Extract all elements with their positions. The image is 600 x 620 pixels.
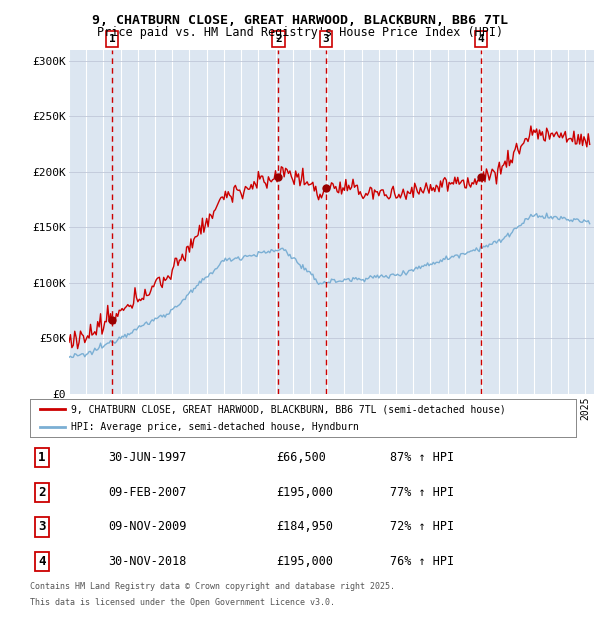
Text: HPI: Average price, semi-detached house, Hyndburn: HPI: Average price, semi-detached house,… — [71, 422, 359, 433]
Text: 2: 2 — [38, 486, 46, 498]
Text: £66,500: £66,500 — [276, 451, 326, 464]
Text: 77% ↑ HPI: 77% ↑ HPI — [390, 486, 454, 498]
Text: This data is licensed under the Open Government Licence v3.0.: This data is licensed under the Open Gov… — [30, 598, 335, 607]
Text: 3: 3 — [322, 34, 329, 44]
Text: Price paid vs. HM Land Registry's House Price Index (HPI): Price paid vs. HM Land Registry's House … — [97, 26, 503, 39]
Text: 4: 4 — [478, 34, 484, 44]
Text: 30-NOV-2018: 30-NOV-2018 — [108, 556, 187, 568]
Text: 1: 1 — [38, 451, 46, 464]
Text: 1: 1 — [109, 34, 115, 44]
Text: 9, CHATBURN CLOSE, GREAT HARWOOD, BLACKBURN, BB6 7TL: 9, CHATBURN CLOSE, GREAT HARWOOD, BLACKB… — [92, 14, 508, 27]
Text: £195,000: £195,000 — [276, 556, 333, 568]
Text: 30-JUN-1997: 30-JUN-1997 — [108, 451, 187, 464]
Text: 87% ↑ HPI: 87% ↑ HPI — [390, 451, 454, 464]
Text: £184,950: £184,950 — [276, 521, 333, 533]
Text: 72% ↑ HPI: 72% ↑ HPI — [390, 521, 454, 533]
Text: 09-FEB-2007: 09-FEB-2007 — [108, 486, 187, 498]
Text: Contains HM Land Registry data © Crown copyright and database right 2025.: Contains HM Land Registry data © Crown c… — [30, 582, 395, 591]
Text: 76% ↑ HPI: 76% ↑ HPI — [390, 556, 454, 568]
Text: £195,000: £195,000 — [276, 486, 333, 498]
Text: 4: 4 — [38, 556, 46, 568]
Text: 2: 2 — [275, 34, 282, 44]
Text: 3: 3 — [38, 521, 46, 533]
Text: 9, CHATBURN CLOSE, GREAT HARWOOD, BLACKBURN, BB6 7TL (semi-detached house): 9, CHATBURN CLOSE, GREAT HARWOOD, BLACKB… — [71, 404, 506, 414]
Text: 09-NOV-2009: 09-NOV-2009 — [108, 521, 187, 533]
